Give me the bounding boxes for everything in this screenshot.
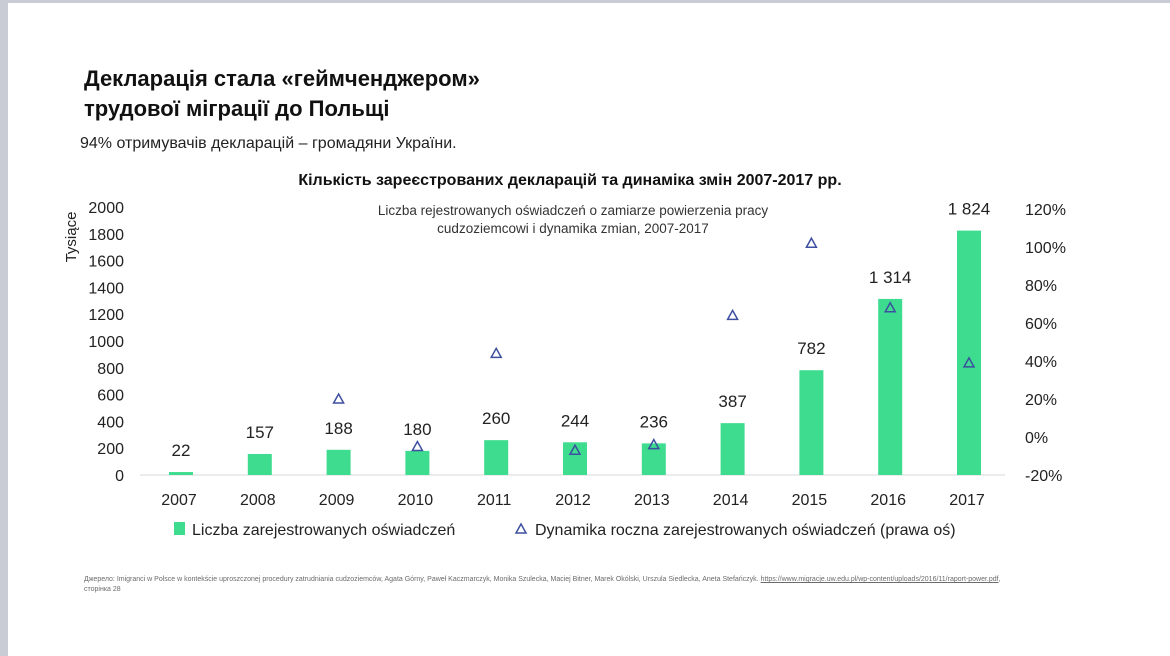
chart-title: Кількість зареєстрованих декларацій та д… [298,172,842,189]
slide-subtitle: 94% отримувачів декларацій – громадяни У… [80,135,457,152]
dynamics-marker [411,439,424,452]
dynamics-marker [805,236,818,248]
x-tick-label: 2009 [319,492,355,509]
x-tick-label: 2012 [555,492,591,509]
x-tick-label: 2008 [240,492,276,509]
dynamics-marker [332,392,345,404]
bar [957,230,981,475]
bar [247,453,272,475]
y-tick-label: 1000 [88,334,124,351]
y-axis-label: Tysiące [63,212,80,263]
bar-value-label: 180 [403,420,431,439]
dynamics-marker [568,443,582,456]
source-suffix: , сторінка 28 [84,576,1001,593]
y2-tick-label: -20% [1025,468,1062,485]
x-tick-label: 2007 [161,492,197,509]
x-tick-label: 2014 [713,492,749,509]
slide-frame-left [0,0,8,656]
legend-bar-label: Liczba zarejestrowanych oświadczeń [192,522,455,539]
y2-tick-label: 120% [1025,202,1066,219]
bar [169,472,193,475]
y-tick-label: 800 [97,361,124,378]
source-text: Джерело: Imigranci w Polsce w kontekście… [84,576,761,583]
bar-value-label: 22 [172,441,191,460]
slide-title-line1: Декларація стала «геймченджером» [84,66,480,91]
bar-value-label: 1 824 [948,200,991,219]
dynamics-marker [883,301,897,313]
bar [720,423,745,475]
legend-bar-swatch [174,522,185,535]
bar-value-label: 260 [482,409,510,428]
y2-tick-label: 40% [1025,354,1057,371]
bar [484,440,509,475]
chart-subtitle-line1: Liczba rejestrowanych oświadczeń o zamia… [378,203,768,218]
x-tick-label: 2017 [949,492,985,509]
dynamics-marker [489,346,503,359]
bar-value-label: 1 314 [869,268,912,287]
bar [799,370,824,475]
y-tick-label: 2000 [88,200,124,217]
y-tick-label: 400 [97,414,124,431]
bar [326,449,351,475]
y2-tick-label: 0% [1025,430,1048,447]
bar-value-label: 157 [246,423,274,442]
y-tick-label: 1600 [88,254,124,271]
x-tick-label: 2015 [792,492,828,509]
legend-marker-label: Dynamika roczna zarejestrowanych oświadc… [535,522,956,539]
bar [405,450,430,475]
source-note: Джерело: Imigranci w Polsce w kontekście… [84,575,1014,595]
dynamics-marker [962,356,976,368]
y-tick-label: 200 [97,441,124,458]
x-tick-label: 2013 [634,492,670,509]
y2-tick-label: 60% [1025,316,1057,333]
chart-subtitle-line2: cudzoziemcowi i dynamika zmian, 2007-201… [437,221,709,236]
x-tick-label: 2011 [477,492,512,509]
x-tick-label: 2016 [870,492,906,509]
bar-value-label: 188 [324,419,352,438]
slide-title-line2: трудової міграції до Польщі [84,96,390,121]
y-tick-label: 600 [97,388,124,405]
slide-frame-top [0,0,1170,3]
y-tick-label: 1200 [88,307,124,324]
bar [878,298,903,475]
y-tick-label: 1400 [88,280,124,297]
y2-tick-label: 20% [1025,392,1057,409]
source-link[interactable]: https://www.migracje.uw.edu.pl/wp-conten… [760,576,999,583]
y2-tick-label: 100% [1025,240,1066,257]
bar-value-label: 244 [561,411,589,430]
slide-title: Декларація стала «геймченджером» трудово… [84,64,480,124]
legend-marker-swatch [514,522,528,534]
y2-tick-label: 80% [1025,278,1057,295]
bar-value-label: 782 [797,339,825,358]
y-tick-label: 1800 [88,227,124,244]
dynamics-marker [647,438,661,450]
bar-value-label: 387 [718,392,746,411]
dynamics-marker [726,308,739,321]
bar [563,442,587,475]
x-tick-label: 2010 [398,492,434,509]
y-tick-label: 0 [115,468,124,485]
bar-value-label: 236 [640,412,668,431]
